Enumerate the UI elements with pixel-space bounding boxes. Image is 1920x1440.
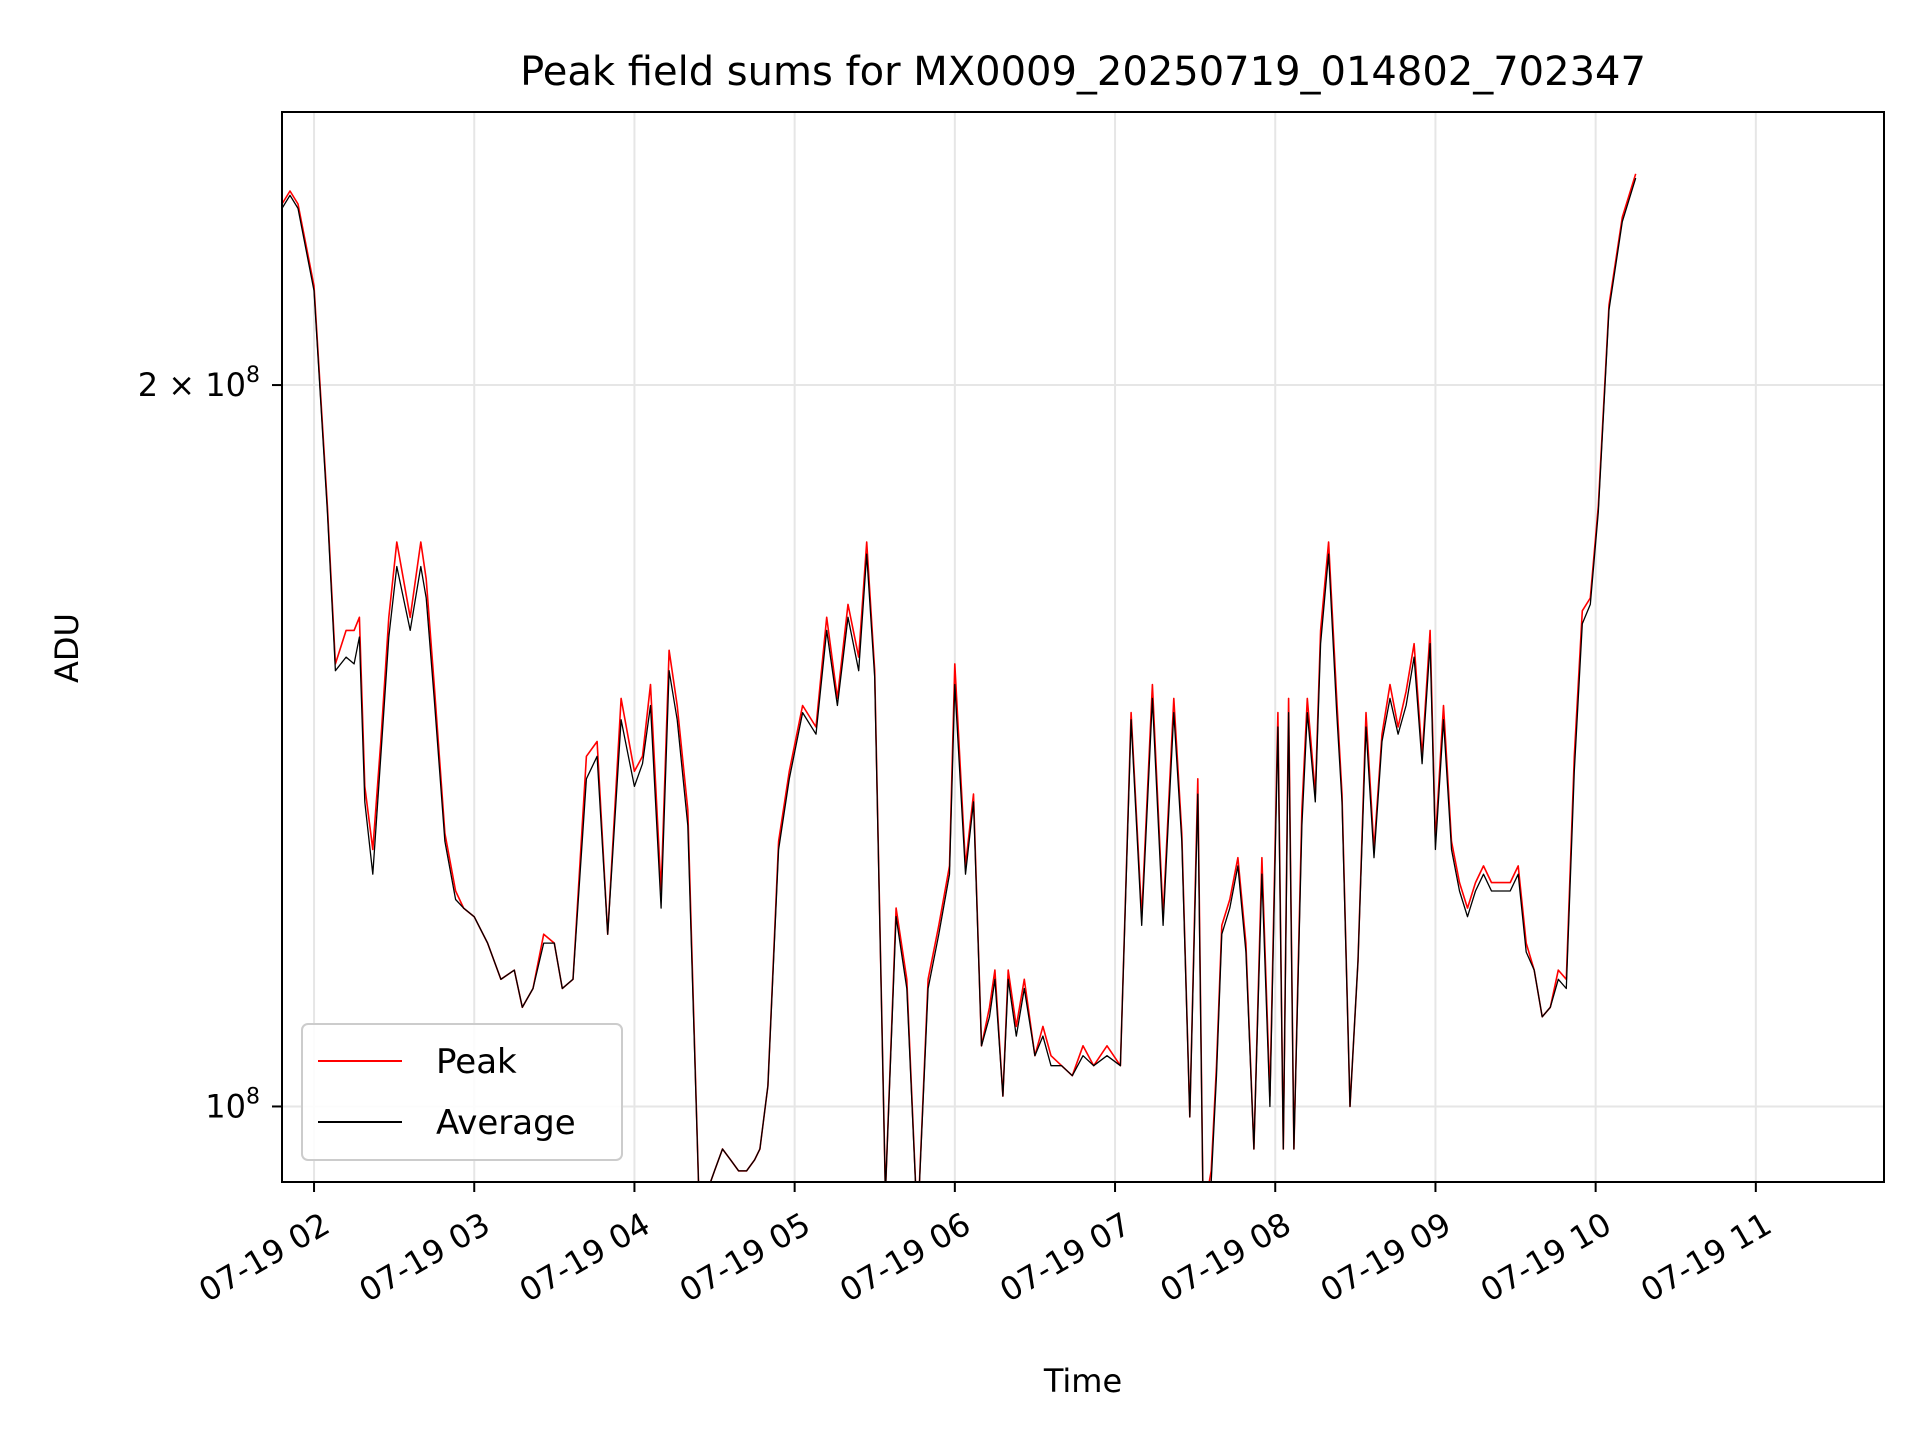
legend-label-peak: Peak [436, 1042, 517, 1082]
legend: Peak Average [301, 1023, 623, 1161]
legend-label-average: Average [436, 1103, 576, 1143]
y-axis-label: ADU [48, 613, 86, 683]
legend-box [301, 1023, 623, 1161]
y-tick-label: 108 [205, 1084, 260, 1125]
x-axis-label: Time [1043, 1362, 1122, 1400]
y-axis-ticks: 108 2 × 108 [138, 363, 282, 1125]
series-line-average [282, 177, 1637, 1182]
grid-lines [282, 112, 1884, 1182]
y-tick-label: 2 × 108 [138, 363, 260, 404]
series-layer [282, 173, 1637, 1182]
plot-area-frame [281, 111, 1885, 1183]
chart-title: Peak field sums for MX0009_20250719_0148… [520, 49, 1646, 95]
